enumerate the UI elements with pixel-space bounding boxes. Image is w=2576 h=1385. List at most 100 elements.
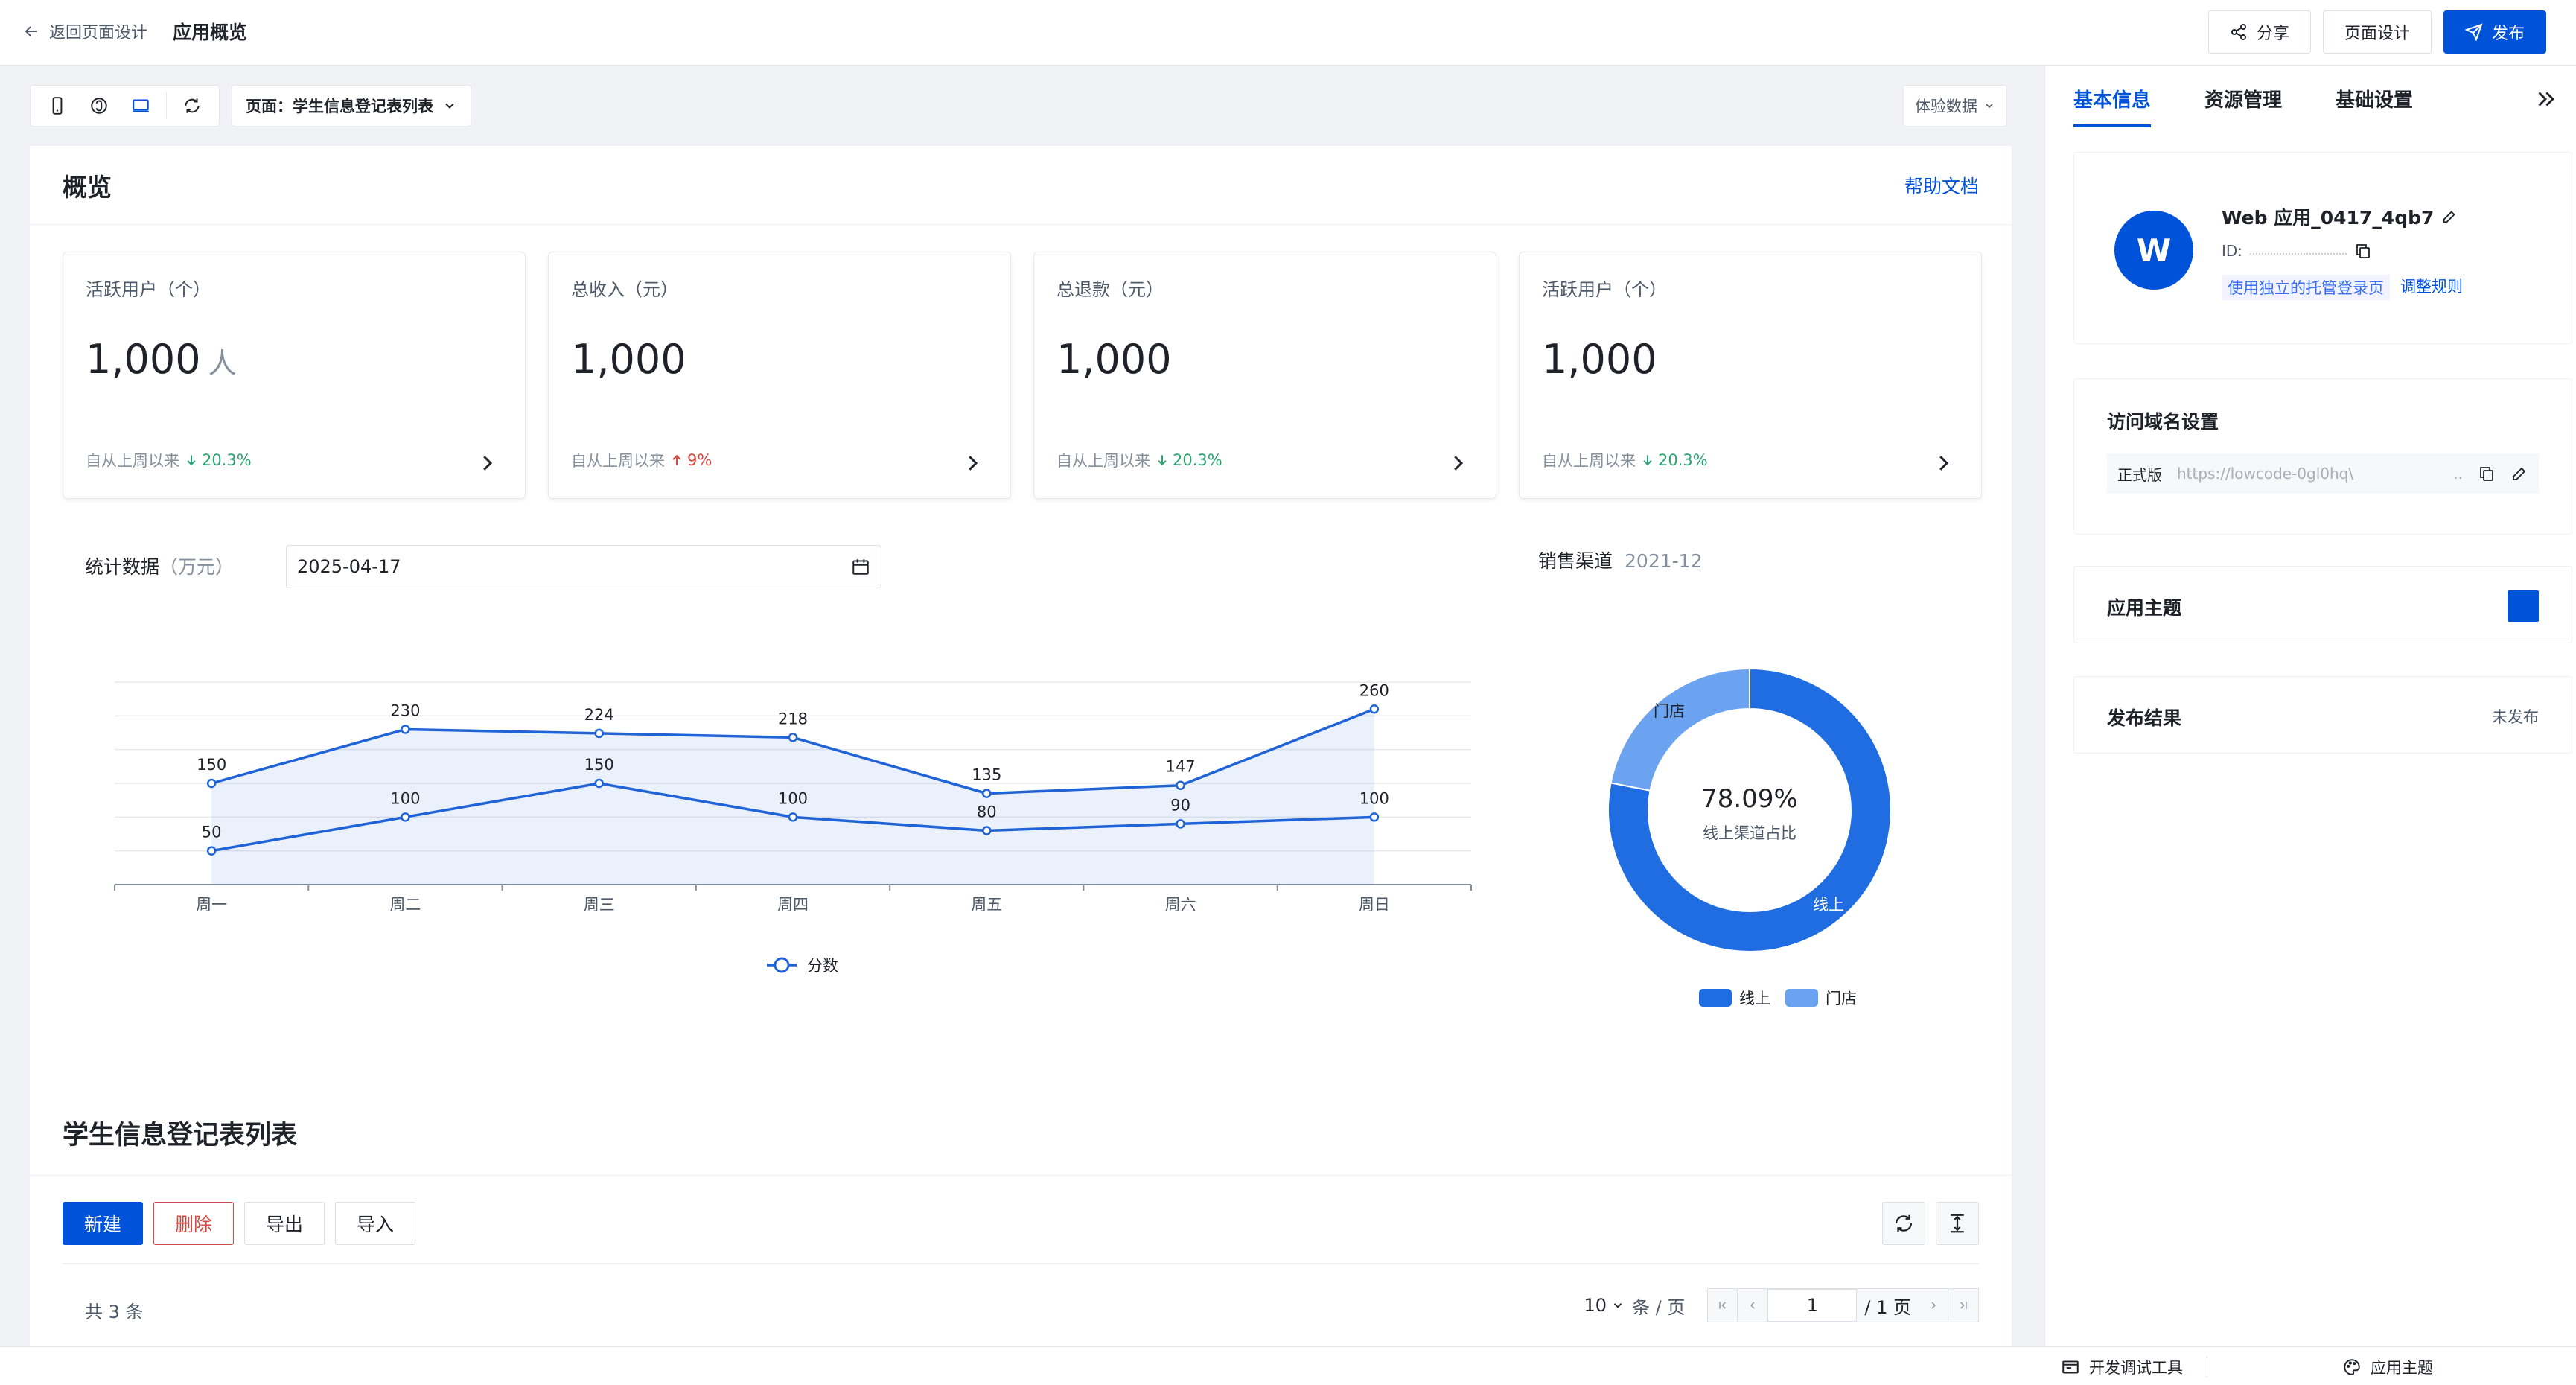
tab-resource-management[interactable]: 资源管理 (2204, 89, 2283, 112)
stat-since: 自从上周以来 (1542, 452, 1636, 470)
copy-icon[interactable] (2478, 465, 2496, 483)
page-design-label: 页面设计 (2344, 25, 2410, 43)
delete-button[interactable]: 删除 (153, 1202, 235, 1245)
publish-button[interactable]: 发布 (2443, 10, 2546, 54)
data-point (1176, 780, 1185, 790)
tab-basic-settings[interactable]: 基础设置 (2336, 89, 2414, 112)
stat-footer: 自从上周以来 9% (571, 449, 712, 471)
stat-trend: 20.3% (1155, 451, 1222, 469)
tab-basic-info[interactable]: 基本信息 (2073, 85, 2152, 127)
domain-url[interactable]: https://lowcode-0gl0hq\ (2177, 465, 2354, 483)
theme-color-swatch[interactable] (2508, 590, 2539, 622)
app-theme-button[interactable]: 应用主题 (2342, 1356, 2433, 1378)
help-doc-link[interactable]: 帮助文档 (1904, 175, 1979, 197)
page-number-input[interactable]: 1 (1767, 1289, 1858, 1322)
mini-program-icon[interactable] (83, 89, 115, 122)
stat-label: 活跃用户（个） (86, 279, 211, 300)
page-size-unit: 条 / 页 (1632, 1296, 1686, 1318)
domain-env: 正式版 (2117, 465, 2162, 484)
devtools-button[interactable]: 开发调试工具 (2061, 1356, 2183, 1378)
pie-title-text: 销售渠道 (1538, 550, 1613, 572)
theme-title: 应用主题 (2107, 597, 2182, 619)
chevron-right-icon[interactable] (476, 452, 498, 474)
divider (30, 1175, 2012, 1176)
date-picker[interactable]: 2025-04-17 (286, 545, 881, 588)
right-panel: 基本信息 资源管理 基础设置 W Web 应用_0417_4qb7 ID: 使用… (2044, 66, 2576, 1346)
stat-number: 1,000 (1542, 336, 1657, 383)
data-point (788, 812, 798, 822)
import-button[interactable]: 导入 (335, 1202, 416, 1245)
export-button[interactable]: 导出 (244, 1202, 325, 1245)
stat-card[interactable]: 活跃用户（个） 1,000 人自从上周以来 20.3% (63, 252, 526, 499)
stat-trend: 20.3% (184, 451, 252, 469)
login-tag: 使用独立的托管登录页 (2222, 275, 2390, 300)
edit-icon[interactable] (2510, 465, 2528, 483)
stat-value: 1,000 (571, 336, 694, 383)
stat-label: 活跃用户（个） (1542, 279, 1667, 300)
page-select[interactable]: 页面：学生信息登记表列表 (232, 85, 471, 127)
center-value: 78.09% (1701, 784, 1798, 814)
copy-icon[interactable] (2354, 242, 2372, 260)
adjust-rules-link[interactable]: 调整规则 (2400, 278, 2463, 296)
chevron-right-icon[interactable] (1932, 452, 1954, 474)
data-label: 150 (584, 756, 614, 774)
double-chevron-right-icon[interactable] (2533, 86, 2558, 112)
data-label: 147 (1166, 758, 1196, 776)
stat-trend-value: 20.3% (1173, 451, 1222, 469)
refresh-icon[interactable] (176, 89, 208, 122)
stat-footer: 自从上周以来 20.3% (86, 449, 252, 471)
refresh-button[interactable] (1882, 1202, 1925, 1245)
stat-label: 总收入（元） (571, 279, 678, 300)
divider (63, 1263, 1979, 1264)
stat-value: 1,000 (1056, 336, 1179, 383)
chevron-right-icon[interactable] (1447, 452, 1469, 474)
desktop-device-icon[interactable] (124, 89, 157, 122)
chevron-down-icon (1986, 104, 1993, 109)
domain-settings-card: 访问域名设置 正式版 https://lowcode-0gl0hq\ .. (2073, 378, 2572, 535)
device-switcher (30, 85, 220, 127)
stat-number: 1,000 (1056, 336, 1172, 383)
domain-row: 正式版 https://lowcode-0gl0hq\ .. (2107, 453, 2539, 494)
stat-since: 自从上周以来 (571, 452, 665, 470)
first-page-button[interactable] (1708, 1289, 1738, 1322)
pie-slice[interactable] (1610, 667, 1750, 792)
chevron-right-icon[interactable] (961, 452, 983, 474)
new-button[interactable]: 新建 (63, 1202, 144, 1245)
next-page-button[interactable] (1919, 1289, 1948, 1322)
legend-swatch[interactable] (1699, 989, 1732, 1007)
slice-label: 线上 (1813, 896, 1844, 914)
x-tick-label: 周一 (196, 896, 227, 914)
page-size-value: 10 (1584, 1295, 1607, 1316)
last-page-button[interactable] (1948, 1289, 1978, 1322)
data-point (594, 778, 604, 789)
stat-card[interactable]: 总退款（元） 1,000 自从上周以来 20.3% (1033, 252, 1496, 499)
legend-swatch[interactable] (1785, 989, 1818, 1007)
stat-card[interactable]: 总收入（元） 1,000 自从上周以来 9% (548, 252, 1011, 499)
legend-marker (774, 957, 790, 973)
canvas-toolbar: 页面：学生信息登记表列表 (30, 85, 471, 127)
devtools-label: 开发调试工具 (2089, 1359, 2183, 1377)
exp-data-label: 体验数据 (1915, 98, 1977, 115)
app-theme-card[interactable]: 应用主题 (2073, 566, 2572, 643)
back-to-page-design-link[interactable]: 返回页面设计 (22, 19, 147, 43)
x-tick-label: 周五 (971, 896, 1002, 914)
center-label: 线上渠道占比 (1703, 824, 1796, 842)
stat-footer: 自从上周以来 20.3% (1056, 449, 1222, 471)
publish-title: 发布结果 (2107, 707, 2182, 729)
app-name: Web 应用_0417_4qb7 (2222, 203, 2458, 230)
data-label: 230 (390, 701, 420, 719)
edit-icon[interactable] (2441, 208, 2458, 225)
prev-page-button[interactable] (1738, 1289, 1768, 1322)
experience-data-select[interactable]: 体验数据 (1903, 85, 2007, 127)
stats-unit: （万元） (159, 556, 235, 578)
stat-label: 总退款（元） (1056, 279, 1164, 300)
calendar-icon (852, 559, 869, 575)
page-design-button[interactable]: 页面设计 (2322, 10, 2432, 54)
pie-slice[interactable] (1607, 667, 1892, 952)
row-height-button[interactable] (1936, 1202, 1979, 1245)
data-point (982, 826, 992, 835)
stat-card[interactable]: 活跃用户（个） 1,000 自从上周以来 20.3% (1519, 252, 1982, 499)
page-size-select[interactable]: 10 (1584, 1295, 1625, 1316)
mobile-device-icon[interactable] (41, 89, 74, 122)
share-button[interactable]: 分享 (2207, 10, 2311, 54)
